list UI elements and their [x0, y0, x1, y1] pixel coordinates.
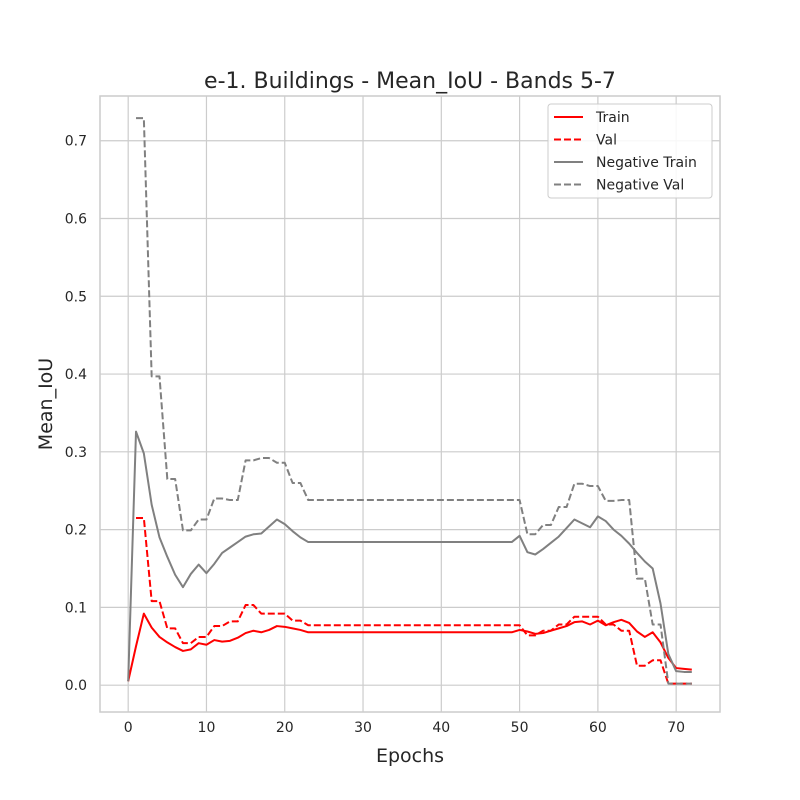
x-tick-label: 40 [432, 720, 450, 736]
legend-label-negative-val: Negative Val [596, 178, 684, 194]
y-tick-label: 0.0 [65, 678, 87, 694]
x-tick-label: 50 [511, 720, 529, 736]
y-tick-label: 0.5 [65, 289, 87, 305]
x-tick-label: 10 [198, 720, 216, 736]
y-tick-label: 0.7 [65, 134, 87, 150]
series-line-val [136, 516, 692, 685]
plot-frame [99, 95, 721, 713]
x-tick-label: 0 [124, 720, 133, 736]
legend-label-val: Val [596, 133, 617, 149]
x-tick-label: 20 [276, 720, 294, 736]
y-tick-label: 0.2 [65, 523, 87, 539]
legend-box [547, 103, 713, 199]
tick-labels: 0 10 20 30 40 50 60 70 0.0 0.1 0.2 0.3 0.4 0.5 0.6 0.7 [65, 134, 685, 736]
series-line-negative-train [127, 430, 692, 682]
y-tick-label: 0.6 [65, 212, 87, 228]
legend-label-negative-train: Negative Train [596, 155, 697, 171]
series-line-negative-val [136, 117, 692, 685]
y-axis-label: Mean_IoU [35, 358, 57, 450]
y-tick-label: 0.4 [65, 367, 87, 383]
x-tick-label: 60 [589, 720, 607, 736]
x-tick-label: 70 [667, 720, 685, 736]
legend-label-train: Train [595, 110, 630, 126]
y-tick-label: 0.3 [65, 445, 87, 461]
x-tick-label: 30 [354, 720, 372, 736]
y-tick-label: 0.1 [65, 600, 87, 616]
series-line-train [127, 612, 692, 682]
series-lines [127, 117, 692, 685]
legend: Train Val Negative Train Negative Val [547, 103, 713, 199]
chart-title: e-1. Buildings - Mean_IoU - Bands 5-7 [204, 69, 616, 94]
x-axis-label: Epochs [376, 745, 444, 767]
plot-area [100, 96, 720, 712]
